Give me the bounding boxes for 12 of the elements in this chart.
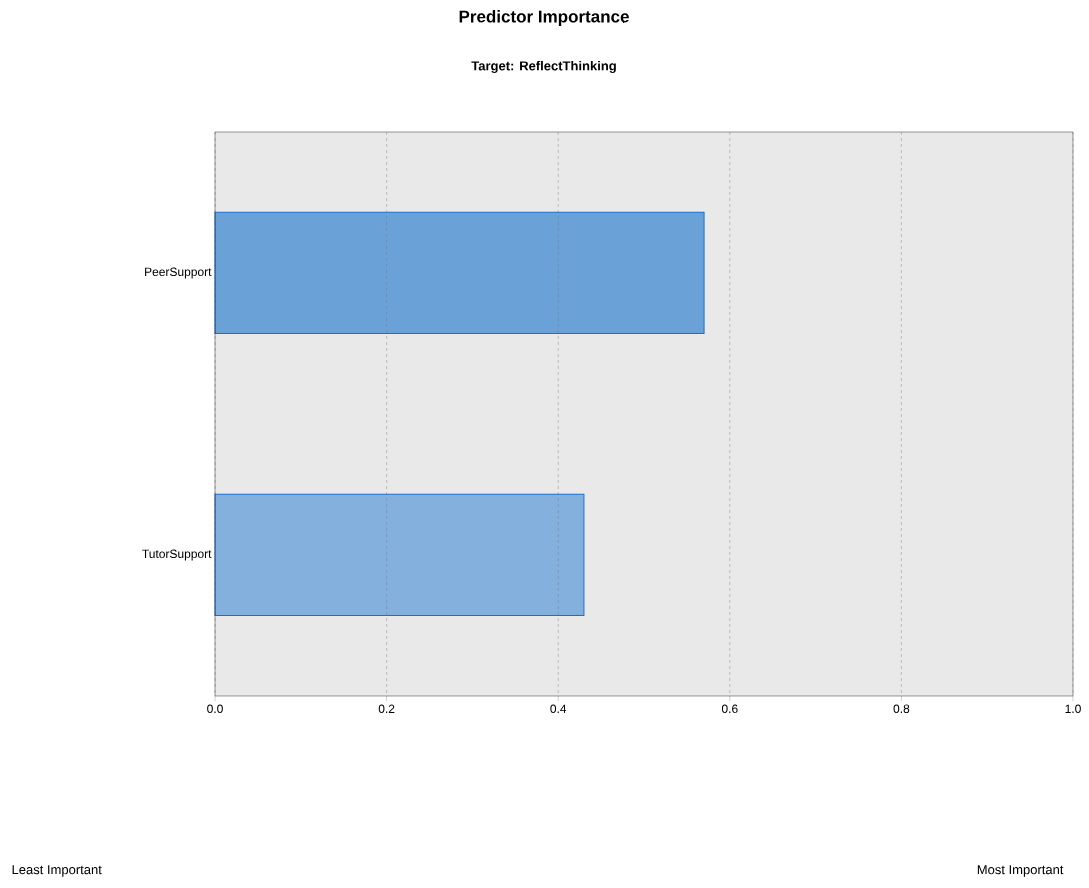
x-tick-label: 0.4 bbox=[550, 704, 567, 714]
text: Most Important bbox=[977, 865, 1064, 877]
y-tick-label: TutorSupport bbox=[142, 549, 212, 561]
x-tick-label: 0.6 bbox=[721, 704, 738, 714]
x-tick-label: 0.0 bbox=[207, 704, 223, 714]
x-tick-label: 0.2 bbox=[378, 704, 395, 714]
chart-subtitle: Target: ReflectThinking bbox=[471, 60, 616, 74]
y-tick-label: PeerSupport bbox=[145, 267, 212, 279]
x-tick-label: 0.8 bbox=[893, 704, 910, 714]
x-tick-label: 1.0 bbox=[1065, 704, 1081, 714]
text: Least Important bbox=[12, 865, 102, 877]
chart-title: Predictor Importance bbox=[459, 10, 629, 26]
